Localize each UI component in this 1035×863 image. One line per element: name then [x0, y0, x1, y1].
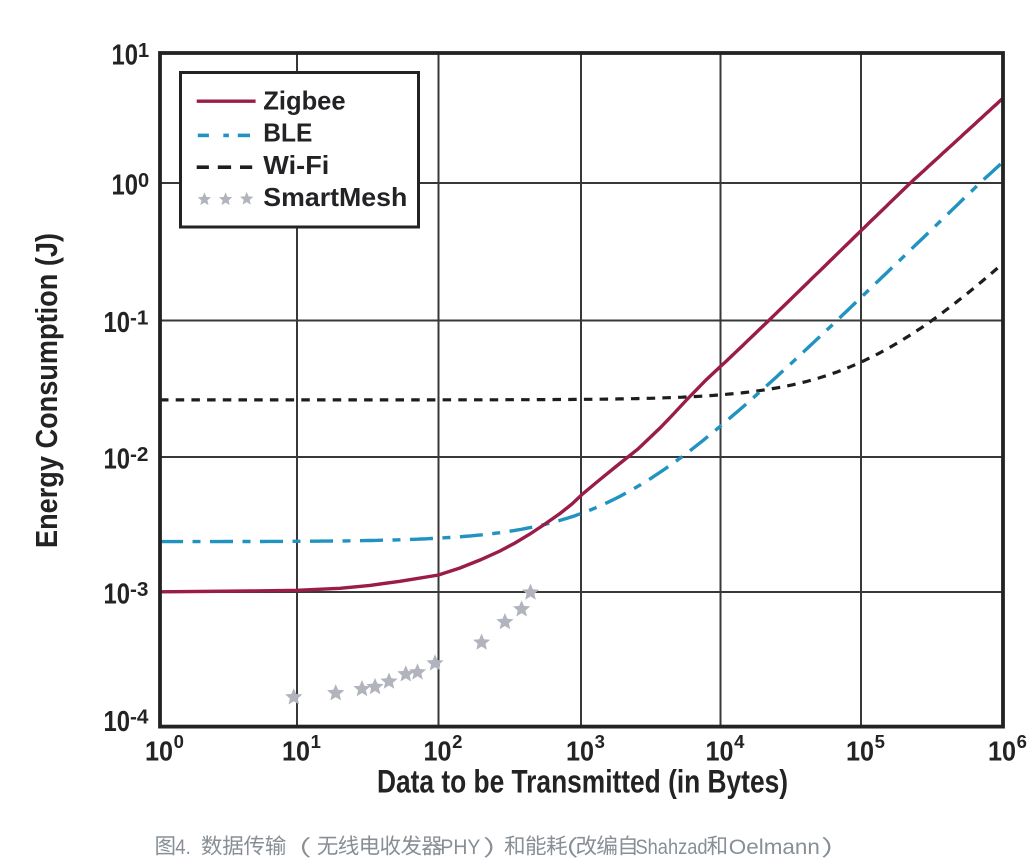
svg-text:6: 6 — [1017, 731, 1027, 752]
svg-text:10: 10 — [104, 444, 131, 476]
svg-text:5: 5 — [875, 731, 885, 752]
svg-text:-1: -1 — [130, 308, 149, 330]
svg-text:10: 10 — [104, 579, 131, 611]
svg-text:Oelmann: Oelmann — [729, 836, 820, 859]
svg-text:10: 10 — [706, 736, 734, 767]
svg-text:1: 1 — [311, 731, 321, 752]
svg-text:-4: -4 — [130, 707, 149, 729]
svg-text:Zigbee: Zigbee — [263, 85, 345, 115]
svg-text:10: 10 — [424, 736, 452, 767]
svg-text:0: 0 — [138, 170, 149, 192]
svg-text:10: 10 — [846, 736, 874, 767]
svg-text:10: 10 — [566, 736, 594, 767]
svg-text:Shahzad: Shahzad — [636, 836, 708, 859]
svg-text:Energy Consumption (J): Energy Consumption (J) — [29, 233, 64, 548]
svg-text:10: 10 — [112, 170, 139, 202]
svg-text:BLE: BLE — [263, 118, 312, 148]
svg-text:SmartMesh: SmartMesh — [263, 182, 407, 212]
svg-text:Data to be Transmitted (in Byt: Data to be Transmitted (in Bytes) — [377, 764, 788, 800]
svg-text:4: 4 — [734, 731, 745, 752]
svg-text:10: 10 — [104, 307, 131, 339]
svg-text:4.: 4. — [175, 836, 191, 859]
svg-text:2: 2 — [452, 731, 462, 752]
svg-text:PHY: PHY — [440, 836, 480, 859]
svg-text:10: 10 — [988, 736, 1016, 767]
svg-text:10: 10 — [112, 40, 139, 72]
svg-text:1: 1 — [138, 40, 149, 62]
svg-text:10: 10 — [104, 706, 131, 738]
svg-text:Wi-Fi: Wi-Fi — [263, 150, 329, 180]
svg-text:-3: -3 — [130, 579, 149, 601]
svg-text:10: 10 — [282, 736, 310, 767]
svg-text:10: 10 — [145, 736, 173, 767]
svg-text:-2: -2 — [130, 444, 149, 466]
svg-text:3: 3 — [595, 731, 605, 752]
svg-text:0: 0 — [174, 731, 184, 752]
